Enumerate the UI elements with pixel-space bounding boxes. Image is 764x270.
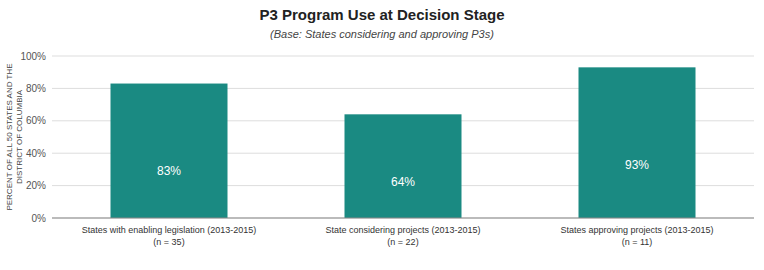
bars (111, 67, 696, 218)
subtitle: (Base: States considering and approving … (270, 28, 494, 40)
title: P3 Program Use at Decision Stage (259, 6, 504, 23)
x-axis-line (52, 218, 754, 219)
y-tick-label: 60% (26, 115, 46, 126)
x-tick-label: States approving projects (2013-2015)(n … (560, 225, 713, 247)
chart-svg: P3 Program Use at Decision Stage (Base: S… (0, 0, 764, 270)
grid-line (52, 56, 754, 57)
y-tick-label: 80% (26, 83, 46, 94)
bar (579, 67, 696, 218)
y-tick-label: 20% (26, 180, 46, 191)
data-label: 93% (625, 158, 649, 172)
chart-container: P3 Program Use at Decision Stage (Base: S… (0, 0, 764, 270)
y-tick-label: 100% (20, 51, 46, 62)
x-tick-label: States with enabling legislation (2013-2… (82, 225, 257, 247)
bar (111, 84, 228, 218)
y-axis-label: PERCENT OF ALL 50 STATES AND THEDISTRICT… (5, 63, 24, 210)
y-tick-label: 0% (32, 213, 47, 224)
data-label: 83% (157, 164, 181, 178)
grid-line (52, 218, 754, 219)
x-tick-label: State considering projects (2013-2015)(n… (325, 225, 480, 247)
grid (52, 56, 754, 218)
bar (345, 114, 462, 218)
y-tick-label: 40% (26, 148, 46, 159)
data-label: 64% (391, 175, 415, 189)
